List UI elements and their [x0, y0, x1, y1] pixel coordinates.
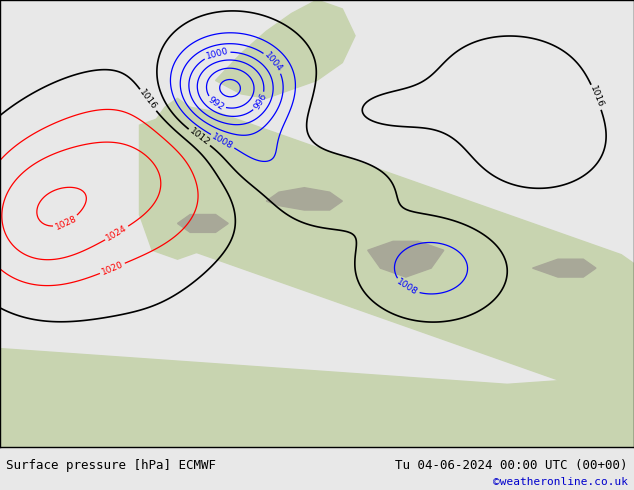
Polygon shape: [0, 348, 634, 447]
Text: 1028: 1028: [54, 214, 78, 232]
Text: 1004: 1004: [262, 50, 285, 74]
Polygon shape: [533, 259, 596, 277]
Polygon shape: [178, 215, 228, 232]
Text: 1008: 1008: [210, 131, 235, 151]
Text: Surface pressure [hPa] ECMWF: Surface pressure [hPa] ECMWF: [6, 459, 216, 472]
Polygon shape: [216, 0, 355, 98]
Text: 1008: 1008: [395, 277, 419, 297]
Text: 1000: 1000: [205, 47, 230, 61]
Polygon shape: [139, 107, 634, 402]
Text: 996: 996: [252, 92, 268, 111]
Text: 1016: 1016: [138, 88, 158, 112]
Polygon shape: [368, 241, 444, 277]
Text: 1012: 1012: [188, 127, 211, 148]
Text: 992: 992: [207, 95, 226, 112]
Polygon shape: [139, 206, 216, 259]
Text: Tu 04-06-2024 00:00 UTC (00+00): Tu 04-06-2024 00:00 UTC (00+00): [395, 459, 628, 472]
Text: 1024: 1024: [105, 223, 129, 243]
Polygon shape: [266, 188, 342, 210]
Polygon shape: [456, 264, 634, 322]
Text: ©weatheronline.co.uk: ©weatheronline.co.uk: [493, 477, 628, 487]
Polygon shape: [152, 98, 190, 129]
Text: 1020: 1020: [100, 260, 125, 277]
Text: 1016: 1016: [588, 85, 605, 109]
